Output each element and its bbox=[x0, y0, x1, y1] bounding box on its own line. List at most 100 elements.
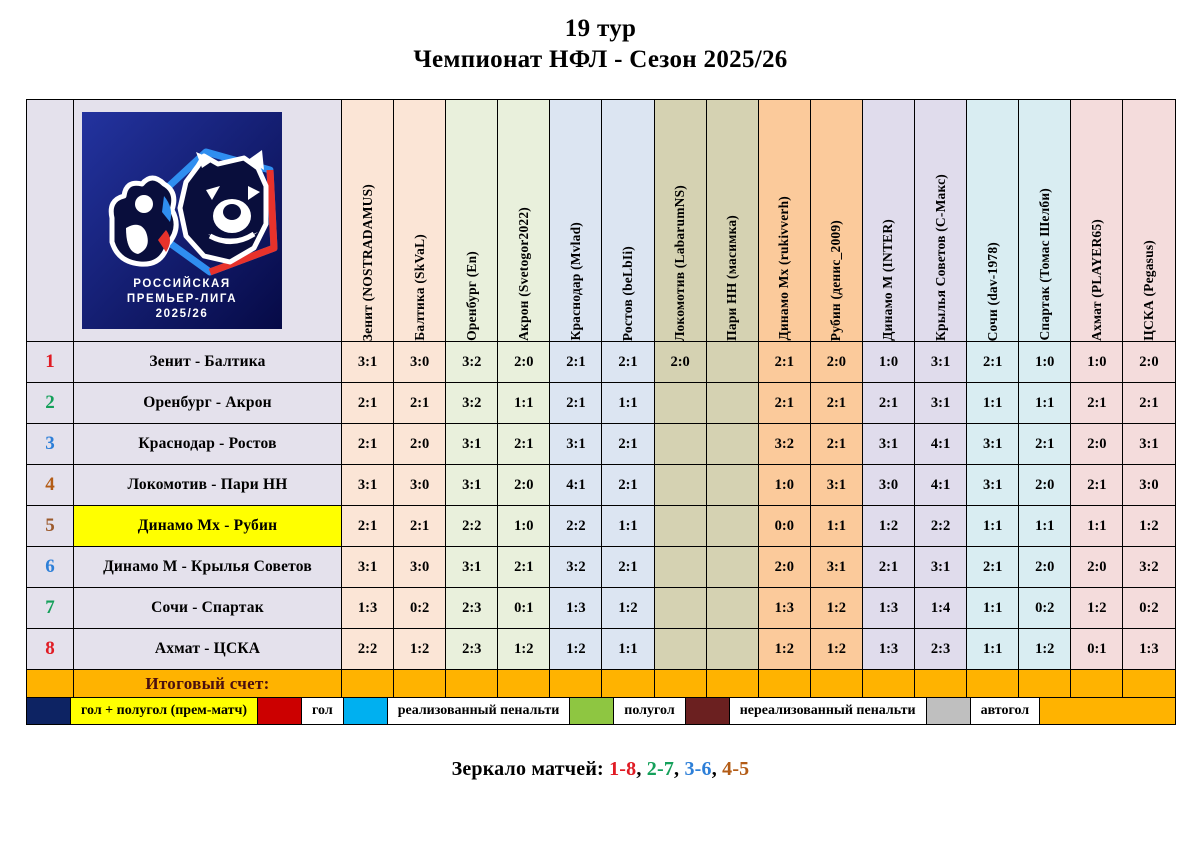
score-cell[interactable]: 2:1 bbox=[861, 546, 916, 588]
score-cell[interactable]: 1:1 bbox=[966, 628, 1020, 670]
score-cell[interactable]: 2:1 bbox=[757, 382, 811, 424]
score-cell[interactable]: 3:2 bbox=[549, 546, 603, 588]
score-cell[interactable]: 3:1 bbox=[809, 546, 863, 588]
score-cell[interactable]: 3:1 bbox=[809, 464, 863, 506]
score-cell[interactable]: 2:0 bbox=[757, 546, 811, 588]
score-cell[interactable]: 1:0 bbox=[1070, 341, 1124, 383]
score-cell[interactable]: 1:1 bbox=[809, 505, 863, 547]
score-cell[interactable] bbox=[653, 505, 707, 547]
score-cell[interactable]: 1:3 bbox=[861, 587, 916, 629]
score-cell[interactable]: 2:1 bbox=[340, 505, 395, 547]
score-cell[interactable]: 3:1 bbox=[1122, 423, 1176, 465]
score-cell[interactable]: 2:1 bbox=[1070, 464, 1124, 506]
match-name[interactable]: Ахмат - ЦСКА bbox=[73, 628, 342, 670]
score-cell[interactable]: 3:2 bbox=[1122, 546, 1176, 588]
score-cell[interactable]: 3:1 bbox=[445, 464, 499, 506]
score-cell[interactable]: 3:1 bbox=[914, 341, 968, 383]
score-cell[interactable] bbox=[705, 382, 759, 424]
score-cell[interactable]: 1:1 bbox=[497, 382, 551, 424]
score-cell[interactable]: 2:3 bbox=[445, 587, 499, 629]
score-cell[interactable]: 2:2 bbox=[549, 505, 603, 547]
score-cell[interactable]: 3:1 bbox=[914, 382, 968, 424]
score-cell[interactable]: 2:0 bbox=[653, 341, 707, 383]
score-cell[interactable]: 2:1 bbox=[757, 341, 811, 383]
score-cell[interactable]: 3:1 bbox=[966, 423, 1020, 465]
score-cell[interactable]: 3:1 bbox=[861, 423, 916, 465]
score-cell[interactable]: 1:2 bbox=[757, 628, 811, 670]
score-cell[interactable] bbox=[653, 546, 707, 588]
score-cell[interactable]: 1:3 bbox=[1122, 628, 1176, 670]
score-cell[interactable]: 0:0 bbox=[757, 505, 811, 547]
score-cell[interactable]: 1:2 bbox=[1122, 505, 1176, 547]
score-cell[interactable]: 2:2 bbox=[445, 505, 499, 547]
score-cell[interactable]: 3:0 bbox=[861, 464, 916, 506]
table-row[interactable]: 1 Зенит - Балтика 3:1 3:0 3:2 2:0 2:1 2:1 2:0 2:1… bbox=[26, 341, 1176, 383]
score-cell[interactable] bbox=[705, 341, 759, 383]
score-cell[interactable]: 2:1 bbox=[861, 382, 916, 424]
score-cell[interactable]: 2:1 bbox=[393, 505, 447, 547]
score-cell[interactable]: 1:3 bbox=[861, 628, 916, 670]
score-cell[interactable]: 3:1 bbox=[340, 464, 395, 506]
score-cell[interactable]: 2:2 bbox=[340, 628, 395, 670]
score-cell[interactable] bbox=[653, 628, 707, 670]
score-cell[interactable]: 2:2 bbox=[914, 505, 968, 547]
table-row[interactable]: 3 Краснодар - Ростов 2:1 2:0 3:1 2:1 3:1 2:1 3:2… bbox=[26, 423, 1176, 465]
score-cell[interactable]: 1:1 bbox=[1070, 505, 1124, 547]
score-cell[interactable]: 3:1 bbox=[445, 423, 499, 465]
score-cell[interactable]: 2:0 bbox=[809, 341, 863, 383]
score-cell[interactable]: 4:1 bbox=[914, 423, 968, 465]
score-cell[interactable]: 1:2 bbox=[393, 628, 447, 670]
score-cell[interactable]: 1:4 bbox=[914, 587, 968, 629]
score-cell[interactable]: 1:2 bbox=[809, 628, 863, 670]
score-cell[interactable]: 3:0 bbox=[393, 464, 447, 506]
score-cell[interactable] bbox=[705, 587, 759, 629]
score-cell[interactable]: 1:1 bbox=[966, 505, 1020, 547]
score-cell[interactable] bbox=[705, 464, 759, 506]
table-row[interactable]: 4 Локомотив - Пари НН 3:1 3:0 3:1 2:0 4:1 2:1 1:… bbox=[26, 464, 1176, 506]
score-cell[interactable]: 2:1 bbox=[1070, 382, 1124, 424]
score-cell[interactable]: 3:2 bbox=[445, 382, 499, 424]
score-cell[interactable]: 2:3 bbox=[445, 628, 499, 670]
score-cell[interactable]: 3:2 bbox=[445, 341, 499, 383]
score-cell[interactable]: 1:1 bbox=[966, 587, 1020, 629]
score-cell[interactable]: 2:0 bbox=[1122, 341, 1176, 383]
score-cell[interactable] bbox=[653, 382, 707, 424]
score-cell[interactable]: 2:1 bbox=[340, 382, 395, 424]
score-cell[interactable]: 3:0 bbox=[1122, 464, 1176, 506]
score-cell[interactable]: 1:2 bbox=[497, 628, 551, 670]
score-cell[interactable]: 1:3 bbox=[340, 587, 395, 629]
score-cell[interactable]: 3:0 bbox=[393, 341, 447, 383]
score-cell[interactable]: 1:0 bbox=[497, 505, 551, 547]
score-cell[interactable]: 1:2 bbox=[549, 628, 603, 670]
score-cell[interactable]: 2:3 bbox=[914, 628, 968, 670]
score-cell[interactable] bbox=[705, 505, 759, 547]
score-cell[interactable]: 1:1 bbox=[601, 505, 655, 547]
match-name[interactable]: Динамо Мх - Рубин bbox=[73, 505, 342, 547]
score-cell[interactable]: 1:2 bbox=[809, 587, 863, 629]
score-cell[interactable]: 1:1 bbox=[1018, 505, 1072, 547]
score-cell[interactable] bbox=[653, 423, 707, 465]
score-cell[interactable]: 2:0 bbox=[393, 423, 447, 465]
score-cell[interactable]: 2:0 bbox=[1018, 546, 1072, 588]
score-cell[interactable]: 0:1 bbox=[1070, 628, 1124, 670]
score-cell[interactable]: 0:2 bbox=[393, 587, 447, 629]
score-cell[interactable] bbox=[653, 587, 707, 629]
score-cell[interactable]: 3:2 bbox=[757, 423, 811, 465]
score-cell[interactable]: 1:1 bbox=[601, 628, 655, 670]
score-cell[interactable]: 1:2 bbox=[861, 505, 916, 547]
score-cell[interactable]: 1:1 bbox=[1018, 382, 1072, 424]
score-cell[interactable] bbox=[705, 628, 759, 670]
score-cell[interactable]: 2:1 bbox=[601, 546, 655, 588]
match-name[interactable]: Сочи - Спартак bbox=[73, 587, 342, 629]
table-row[interactable]: 2 Оренбург - Акрон 2:1 2:1 3:2 1:1 2:1 1:1 2:1 2:… bbox=[26, 382, 1176, 424]
table-row[interactable]: 6 Динамо М - Крылья Советов 3:1 3:0 3:1 2:1 3:… bbox=[26, 546, 1176, 588]
score-cell[interactable]: 0:2 bbox=[1122, 587, 1176, 629]
table-row[interactable]: 8 Ахмат - ЦСКА 2:2 1:2 2:3 1:2 1:2 1:1 1:2 1:2 1:3… bbox=[26, 628, 1176, 670]
score-cell[interactable]: 2:0 bbox=[497, 341, 551, 383]
score-cell[interactable]: 2:1 bbox=[809, 382, 863, 424]
score-cell[interactable]: 1:0 bbox=[757, 464, 811, 506]
score-cell[interactable]: 2:1 bbox=[549, 382, 603, 424]
match-name[interactable]: Краснодар - Ростов bbox=[73, 423, 342, 465]
score-cell[interactable] bbox=[653, 464, 707, 506]
score-cell[interactable]: 0:1 bbox=[497, 587, 551, 629]
